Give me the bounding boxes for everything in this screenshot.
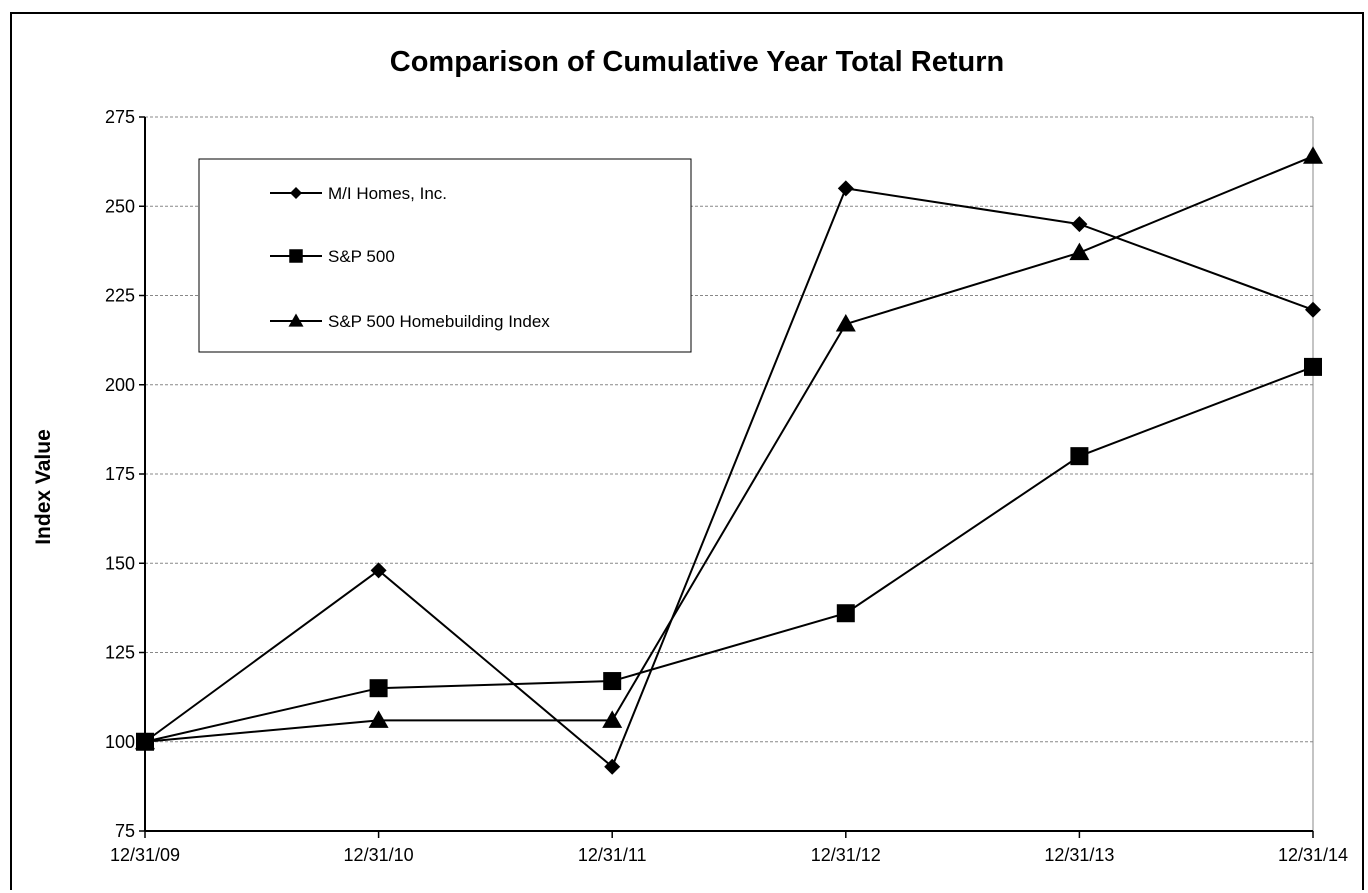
legend-label: S&P 500 xyxy=(328,247,395,266)
series-line xyxy=(144,187,1314,769)
series-group xyxy=(135,146,1323,775)
chart-frame xyxy=(10,12,1364,890)
data-point xyxy=(603,672,622,691)
x-tick-label: 12/31/09 xyxy=(110,845,180,865)
data-point xyxy=(135,731,155,750)
legend-marker xyxy=(290,187,302,199)
series-square xyxy=(136,357,1322,751)
y-tick-label: 175 xyxy=(105,464,135,484)
data-point xyxy=(1305,301,1321,318)
y-tick-label: 150 xyxy=(105,553,135,573)
series-line xyxy=(144,365,1314,743)
legend-label: S&P 500 Homebuilding Index xyxy=(328,312,550,331)
data-point xyxy=(835,314,856,332)
data-point xyxy=(1070,447,1089,466)
data-point xyxy=(1071,216,1088,233)
legend-marker xyxy=(288,313,304,327)
legend-marker xyxy=(289,249,303,263)
data-point xyxy=(1304,357,1322,376)
chart-title: Comparison of Cumulative Year Total Retu… xyxy=(389,46,1005,78)
data-point xyxy=(837,180,854,197)
y-tick-label: 100 xyxy=(105,732,135,752)
y-tick-label: 225 xyxy=(105,286,135,306)
y-tick-label: 250 xyxy=(105,196,135,216)
x-tick-label: 12/31/10 xyxy=(344,845,414,865)
y-tick-label: 275 xyxy=(105,107,135,127)
series-line xyxy=(144,155,1314,743)
data-point xyxy=(370,562,387,579)
y-tick-label: 75 xyxy=(115,821,135,841)
x-tick-label: 12/31/13 xyxy=(1044,845,1114,865)
series-triangle xyxy=(135,146,1323,750)
y-tick-label: 125 xyxy=(105,643,135,663)
data-point xyxy=(602,710,623,728)
data-point xyxy=(1069,242,1090,261)
legend-label: M/I Homes, Inc. xyxy=(328,184,447,203)
data-point xyxy=(836,604,855,623)
x-tick-label: 12/31/12 xyxy=(811,845,881,865)
data-point xyxy=(369,679,388,698)
data-point xyxy=(604,758,621,775)
x-tick-label: 12/31/11 xyxy=(578,845,647,865)
gridlines xyxy=(145,116,1314,831)
legend: M/I Homes, Inc. S&P 500 S&P 500 Homebuildi… xyxy=(198,158,692,353)
data-point xyxy=(368,710,389,728)
x-tick-label: 12/31/14 xyxy=(1278,845,1348,865)
y-tick-label: 200 xyxy=(105,375,135,395)
data-point xyxy=(1303,146,1323,164)
axes: 75 100 125 150 175 200 225 250 275 12/31/09 12/31/… xyxy=(105,107,1348,865)
